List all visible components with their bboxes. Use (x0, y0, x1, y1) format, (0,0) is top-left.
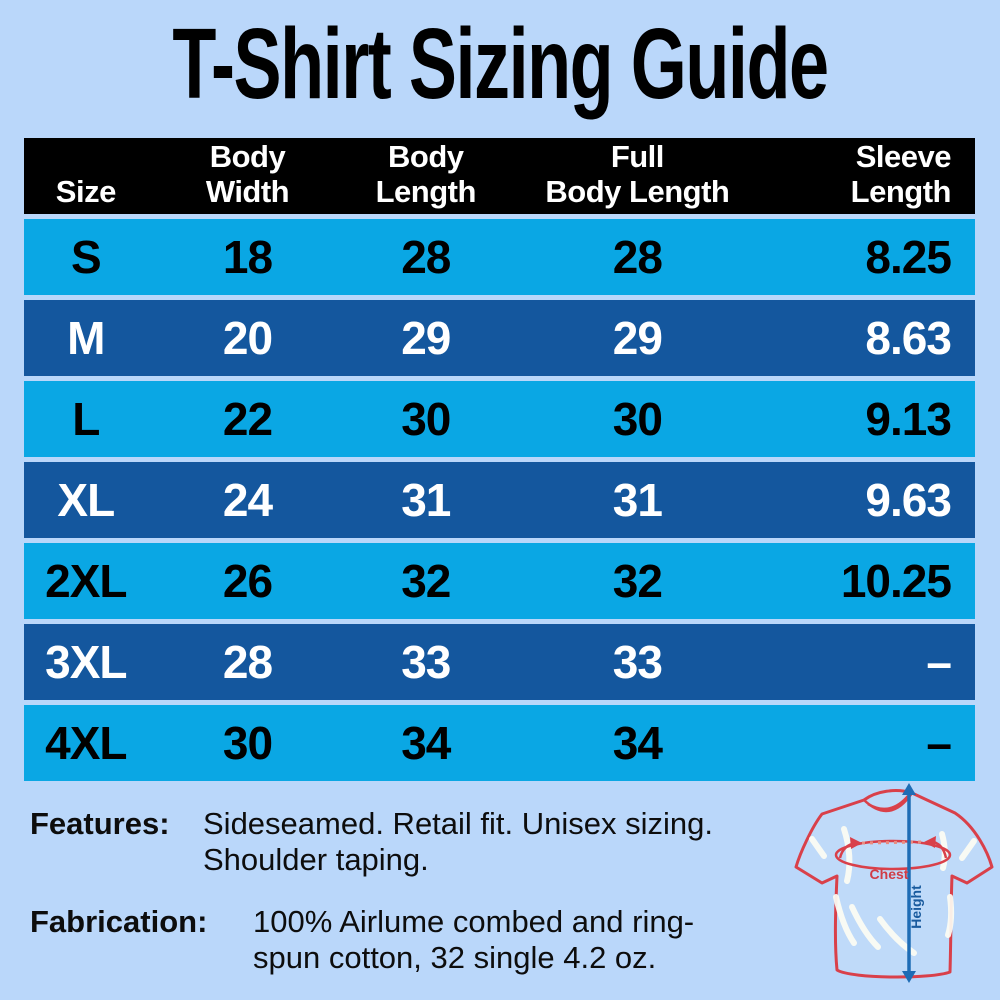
cell-body-length: 33 (401, 636, 451, 688)
chest-arrow-right-head (924, 836, 936, 848)
cell-size: 4XL (45, 717, 127, 769)
fabrication-line1: 100% Airlume combed and ring- (253, 904, 695, 939)
product-notes: Features: Sideseamed. Retail fit. Unisex… (30, 806, 790, 976)
table-row: 2XL 26 32 32 10.25 (24, 543, 975, 619)
cell-size: XL (57, 474, 115, 526)
table-row: S 18 28 28 8.25 (24, 219, 975, 295)
cell-sleeve-length: 9.13 (865, 393, 952, 445)
fabrication-line2: spun cotton, 32 single 4.2 oz. (253, 940, 657, 975)
features-label: Features: (30, 806, 170, 841)
cell-body-width: 20 (222, 312, 273, 364)
chest-arrow-left-head (850, 837, 862, 849)
cell-sleeve-length: 8.63 (865, 312, 952, 364)
header-sleeve-length-line1: Sleeve (855, 139, 952, 174)
header-full-body-length-line1: Full (610, 139, 665, 174)
cell-body-length: 34 (401, 717, 451, 769)
cell-full-body-length: 30 (612, 393, 663, 445)
header-sleeve-length-line2: Length (850, 174, 952, 209)
features-text: Sideseamed. Retail fit. Unisex sizing. Sh… (203, 806, 790, 878)
page-title: T-Shirt Sizing Guide (172, 8, 829, 120)
tshirt-outline (794, 789, 994, 979)
cell-body-length: 28 (401, 231, 451, 283)
features-line2: Shoulder taping. (203, 842, 429, 877)
cell-full-body-length: 33 (612, 636, 663, 688)
cell-sleeve-length: – (926, 636, 952, 688)
header-full-body-length-line2: Body Length (545, 174, 730, 209)
cell-body-length: 29 (401, 312, 451, 364)
cell-sleeve-length: 8.25 (865, 231, 952, 283)
features-note: Features: Sideseamed. Retail fit. Unisex… (30, 806, 790, 878)
chest-ellipse (834, 839, 952, 871)
cell-body-width: 26 (222, 555, 273, 607)
header-body-length: Body Length (347, 138, 504, 214)
height-arrow-bottom (902, 971, 916, 983)
chest-dashed-line (861, 840, 925, 845)
header-size-line2: Size (55, 174, 117, 209)
fabrication-note: Fabrication: 100% Airlume combed and rin… (30, 904, 790, 976)
cell-body-width: 22 (222, 393, 273, 445)
cell-body-length: 30 (401, 393, 451, 445)
table-row: 4XL 30 34 34 – (24, 705, 975, 781)
height-arrow-top (902, 783, 916, 795)
cell-body-length: 32 (401, 555, 451, 607)
header-body-width-line2: Width (205, 174, 290, 209)
table-row: M 20 29 29 8.63 (24, 300, 975, 376)
cell-full-body-length: 32 (612, 555, 663, 607)
cell-full-body-length: 34 (612, 717, 663, 769)
fabrication-label: Fabrication: (30, 904, 208, 939)
cell-body-width: 18 (222, 231, 273, 283)
table-header-row: Size Body Width Body Length Full Body Le… (24, 138, 975, 214)
tshirt-measurement-diagram: Chest Height (794, 783, 994, 983)
cell-size: 2XL (45, 555, 127, 607)
chest-label: Chest (870, 866, 909, 882)
header-full-body-length: Full Body Length (504, 138, 770, 214)
cell-size: S (70, 231, 102, 283)
cell-sleeve-length: 10.25 (840, 555, 952, 607)
header-sleeve-length: Sleeve Length (771, 138, 975, 214)
height-label: Height (908, 885, 924, 929)
cell-body-width: 28 (222, 636, 273, 688)
cell-size: 3XL (45, 636, 127, 688)
cell-body-length: 31 (401, 474, 451, 526)
header-body-width-line1: Body (209, 139, 286, 174)
cell-full-body-length: 28 (612, 231, 663, 283)
cell-size: L (72, 393, 100, 445)
cell-body-width: 30 (222, 717, 273, 769)
cell-size: M (67, 312, 105, 364)
cell-full-body-length: 31 (612, 474, 663, 526)
fabrication-text: 100% Airlume combed and ring-spun cotton… (253, 904, 790, 976)
header-body-width: Body Width (148, 138, 348, 214)
cell-sleeve-length: 9.63 (865, 474, 952, 526)
table-row: 3XL 28 33 33 – (24, 624, 975, 700)
header-body-length-line2: Length (375, 174, 477, 209)
header-size: Size (24, 138, 148, 214)
cell-full-body-length: 29 (612, 312, 663, 364)
header-body-length-line1: Body (388, 139, 464, 174)
cell-sleeve-length: – (926, 717, 952, 769)
cell-body-width: 24 (222, 474, 273, 526)
table-row: L 22 30 30 9.13 (24, 381, 975, 457)
size-table: Size Body Width Body Length Full Body Le… (24, 138, 975, 781)
table-row: XL 24 31 31 9.63 (24, 462, 975, 538)
features-line1: Sideseamed. Retail fit. Unisex sizing. (203, 806, 714, 841)
